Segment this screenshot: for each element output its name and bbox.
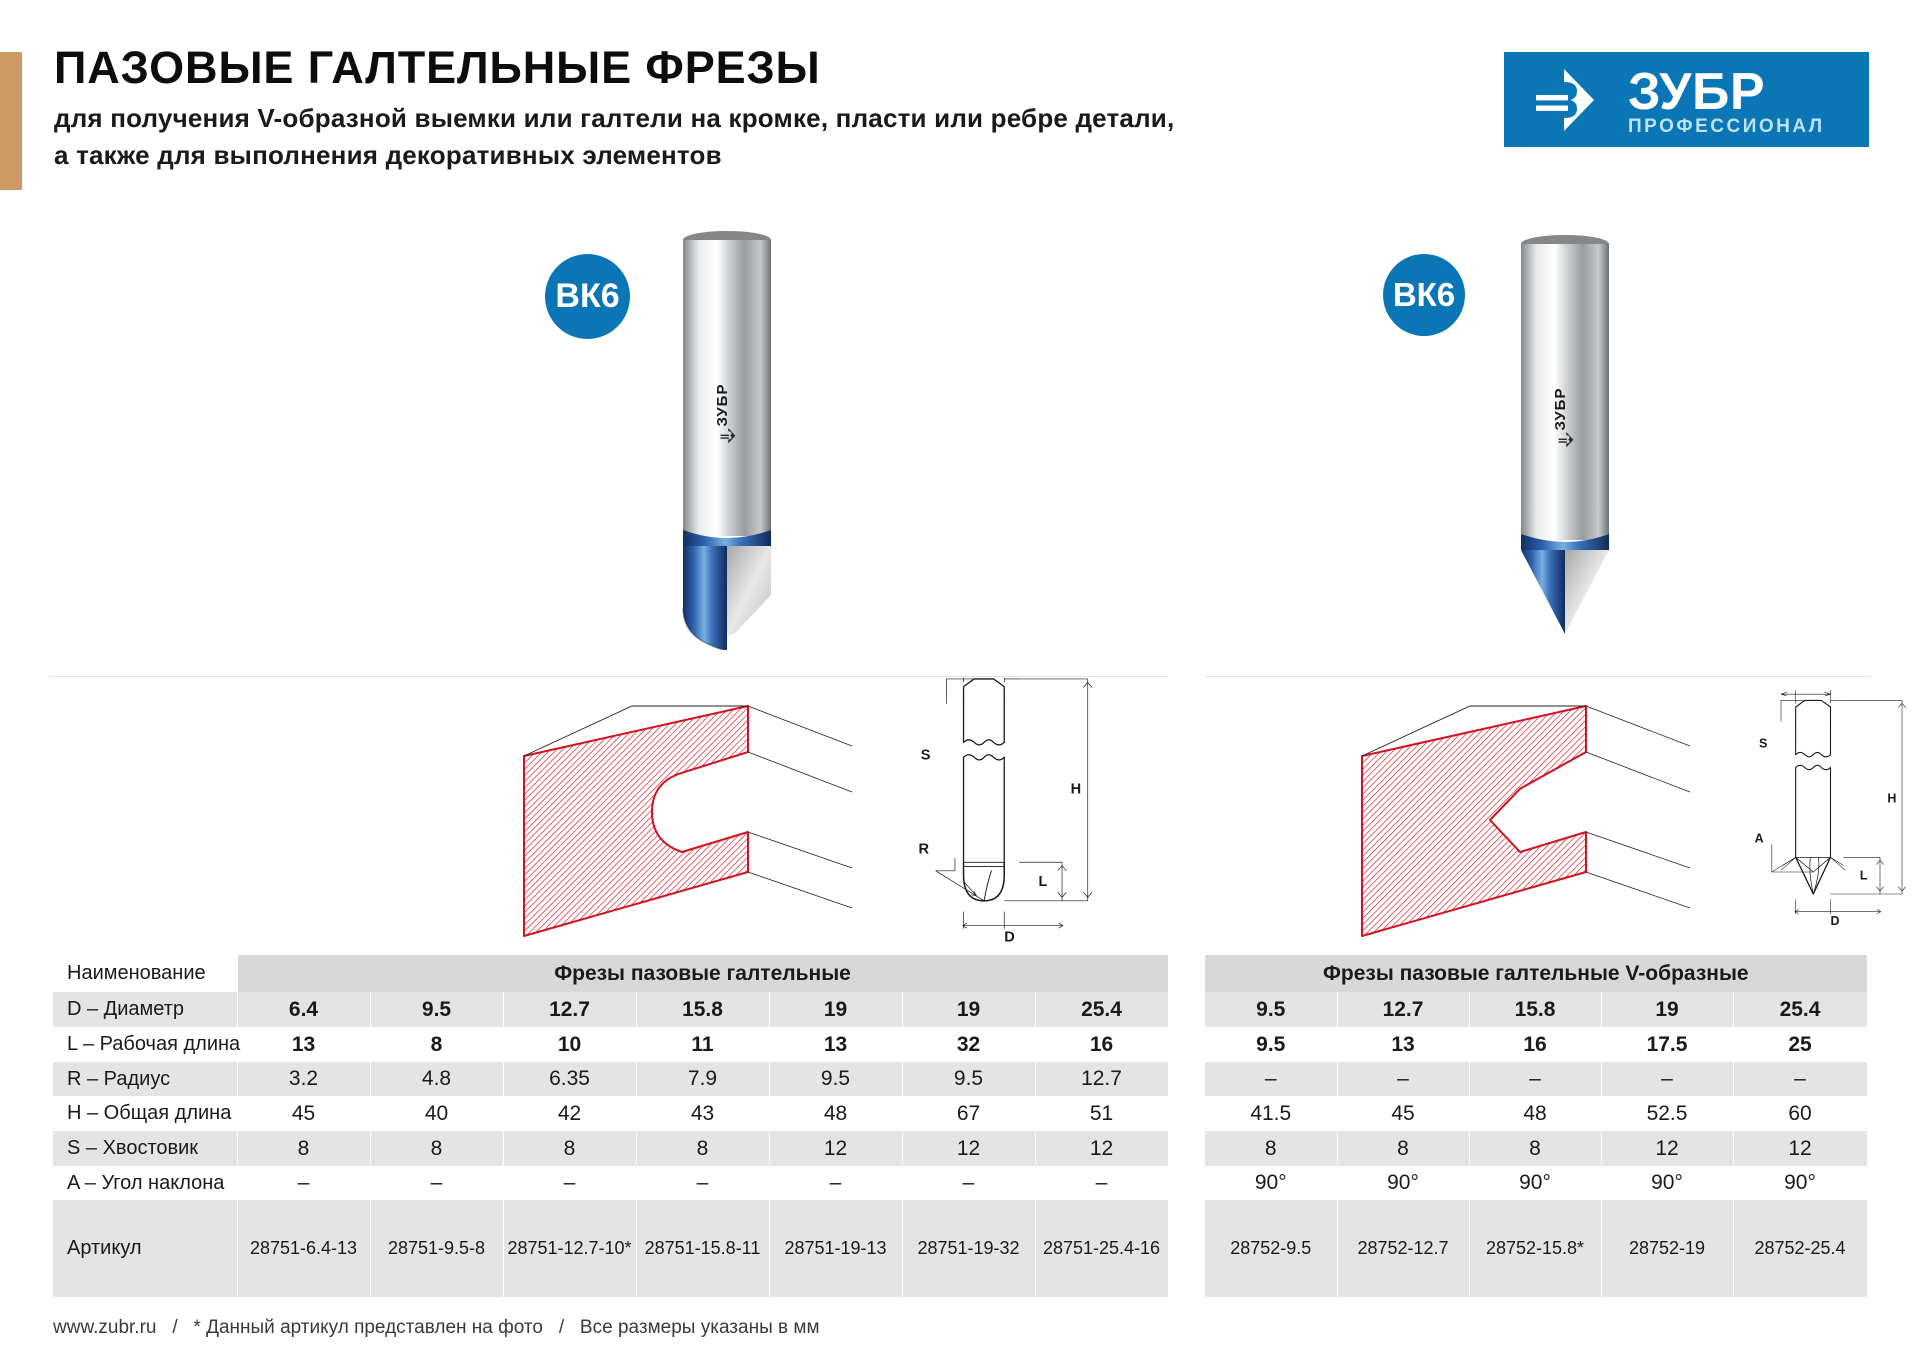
svg-text:ПРОФЕССИОНАЛ: ПРОФЕССИОНАЛ [1628, 116, 1825, 137]
svg-text:ЗУБР: ЗУБР [1628, 63, 1765, 121]
svg-text:H: H [1071, 782, 1082, 798]
svg-text:S: S [1759, 736, 1767, 750]
svg-text:S: S [921, 747, 931, 763]
svg-text:L: L [1860, 868, 1868, 882]
svg-text:A: A [1755, 832, 1764, 846]
svg-text:ЗУБР: ЗУБР [1552, 388, 1569, 431]
svg-text:D: D [1004, 930, 1015, 946]
svg-text:H: H [1887, 791, 1896, 805]
svg-text:L: L [1038, 874, 1047, 890]
svg-text:ЗУБР: ЗУБР [714, 384, 731, 427]
svg-text:R: R [919, 842, 930, 858]
svg-text:D: D [1831, 914, 1840, 928]
